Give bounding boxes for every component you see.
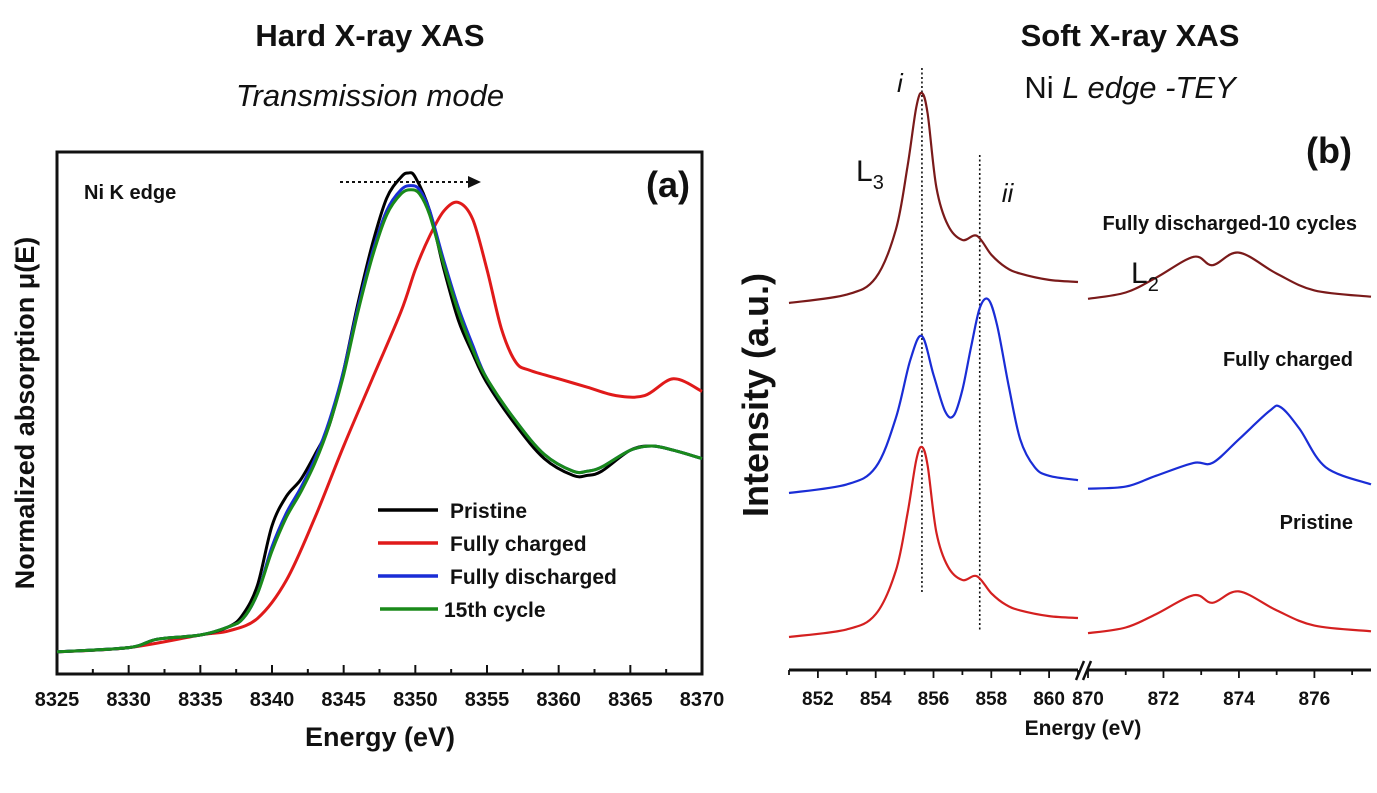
x-tick-label: 8365 <box>608 689 653 711</box>
x-tick-label: 858 <box>975 689 1007 710</box>
x-tick-label: 872 <box>1148 689 1180 710</box>
x-tick-label: 8350 <box>393 689 438 711</box>
panel-b-series <box>788 91 1372 639</box>
panel-a-x-axis-title: Energy (eV) <box>305 722 455 752</box>
panel-b-title: Soft X-ray XAS <box>1020 18 1240 53</box>
l2-label: L2 <box>1131 257 1159 296</box>
panel-b-label: (b) <box>1306 130 1352 171</box>
series-line-left-fully-charged <box>788 297 1079 495</box>
x-tick-label: 8355 <box>465 689 510 711</box>
panel-b-markers: iii <box>897 68 1015 630</box>
x-tick-label: 856 <box>918 689 950 710</box>
panel-b-x-axis-title: Energy (eV) <box>1025 717 1142 740</box>
x-tick-label: 8370 <box>680 689 725 711</box>
panel-b-series-labels: Fully discharged-10 cycles Fully charged P… <box>1102 213 1357 534</box>
panel-b-subtitle-prefix: Ni <box>1024 70 1063 105</box>
x-tick-label: 870 <box>1072 689 1104 710</box>
marker-label-i: i <box>897 68 904 98</box>
panel-a-y-axis-title: Normalized absorption μ(E) <box>10 237 40 590</box>
panel-a-chart: (a) Ni K edge 8325 8330 8335 8340 8345 8350 83… <box>10 150 725 752</box>
x-tick-label: 876 <box>1299 689 1331 710</box>
axis-break-mark <box>1074 660 1086 681</box>
series-line-pristine <box>56 171 703 654</box>
panel-b-chart: (b) Intensity (a.u.) Energy (eV) iii Ful… <box>735 68 1372 740</box>
panel-a-label: (a) <box>646 164 690 205</box>
panel-a-legend: Pristine Fully charged Fully discharged 15t… <box>378 500 617 622</box>
legend-label-fully-charged: Fully charged <box>450 533 587 556</box>
series-line-left-pristine <box>788 445 1079 639</box>
x-tick-label: 8335 <box>178 689 223 711</box>
l3-sub: 3 <box>873 172 884 194</box>
panel-a-x-ticks: 8325 8330 8335 8340 8345 8350 8355 8360 8365 8370 <box>35 665 725 711</box>
x-tick-label: 860 <box>1033 689 1065 710</box>
x-tick-label: 8330 <box>106 689 151 711</box>
series-line-left-fully-discharged-10-cycles <box>788 91 1079 305</box>
series-line-right-pristine <box>1087 590 1372 635</box>
series-line-right-fully-charged <box>1087 404 1372 490</box>
marker-label-ii: ii <box>1002 178 1015 208</box>
panel-b-x-axis: 852 854 856 858 860 870 872 874 876 <box>788 660 1371 710</box>
x-tick-label: 854 <box>860 689 892 710</box>
x-tick-label: 8340 <box>250 689 295 711</box>
panel-a-series <box>56 171 703 654</box>
axis-break-mark <box>1081 660 1093 681</box>
series-label-fully-discharged-10-cycles: Fully discharged-10 cycles <box>1102 213 1357 235</box>
l3-label: L3 <box>856 155 884 194</box>
x-tick-label: 8345 <box>321 689 366 711</box>
legend-label-15th-cycle: 15th cycle <box>444 599 546 622</box>
legend-label-fully-discharged: Fully discharged <box>450 566 617 589</box>
x-tick-label: 8325 <box>35 689 80 711</box>
ni-k-edge-annotation: Ni K edge <box>84 182 176 204</box>
series-label-pristine: Pristine <box>1280 512 1353 534</box>
legend-label-pristine: Pristine <box>450 500 527 523</box>
shift-arrow-head <box>468 176 481 188</box>
panel-a-title: Hard X-ray XAS <box>255 18 485 53</box>
x-tick-label: 8360 <box>536 689 581 711</box>
l2-sub: 2 <box>1148 274 1159 296</box>
l2-main: L <box>1131 257 1148 290</box>
series-line-15th-cycle <box>56 188 703 654</box>
panel-b-y-axis-title: Intensity (a.u.) <box>735 273 776 517</box>
series-label-fully-charged: Fully charged <box>1223 349 1353 371</box>
panel-b-subtitle: Ni L edge -TEY <box>955 70 1305 106</box>
panel-a-subtitle: Transmission mode <box>235 78 505 113</box>
series-line-fully-charged <box>56 200 703 654</box>
series-line-right-fully-discharged-10-cycles <box>1087 251 1372 300</box>
panel-b-subtitle-italic: L edge -TEY <box>1062 70 1236 105</box>
l3-main: L <box>856 155 873 188</box>
x-tick-label: 874 <box>1223 689 1255 710</box>
x-tick-label: 852 <box>802 689 834 710</box>
